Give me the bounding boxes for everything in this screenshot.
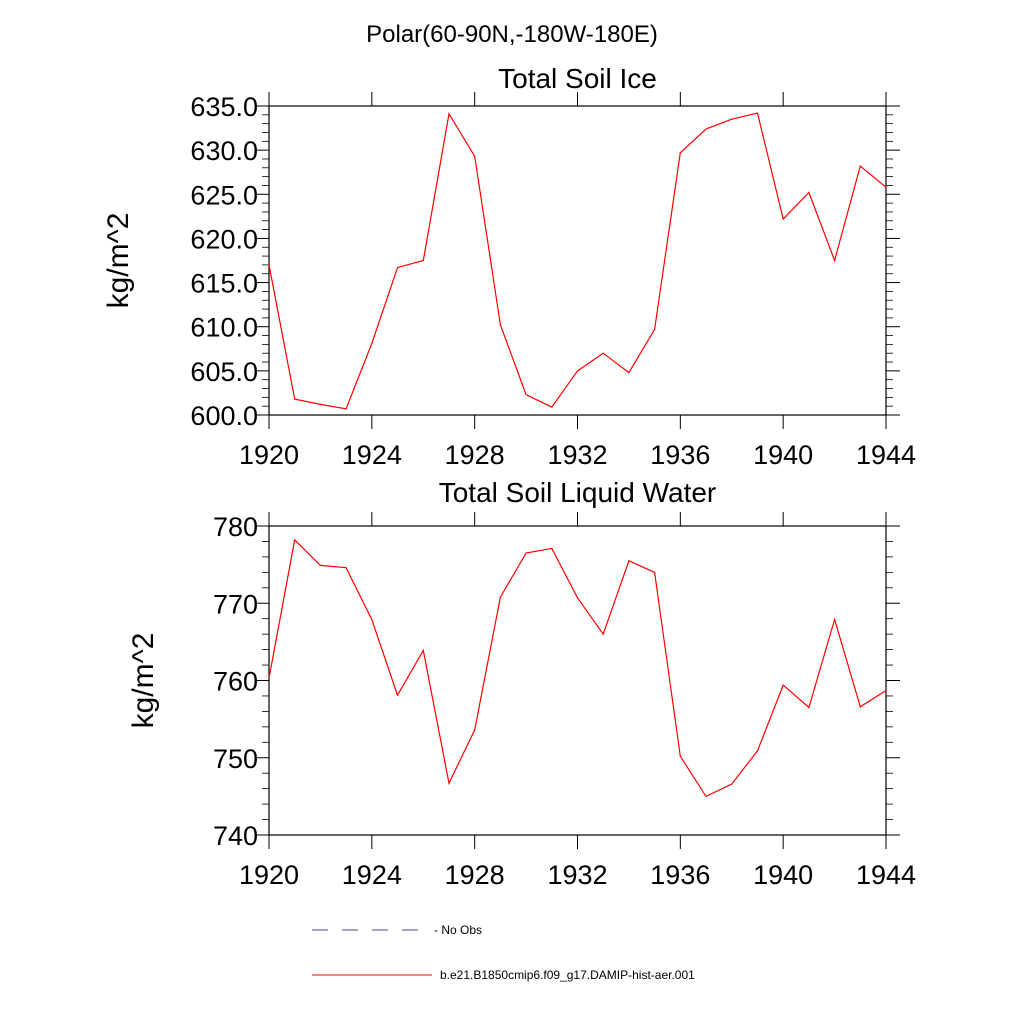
x-tick-label: 1924 [342,860,402,890]
data-point [833,259,836,262]
data-point [474,155,476,157]
data-point [833,618,836,621]
data-point [525,552,527,554]
y-tick-label: 605.0 [190,357,258,387]
data-point [268,677,270,679]
data-point [319,403,322,406]
data-point [294,539,296,541]
y-tick-label: 625.0 [190,180,258,210]
x-tick-label: 1940 [753,440,813,470]
chart-title: Total Soil Liquid Water [439,477,717,508]
x-tick-label: 1936 [650,860,710,890]
chart-panel-2: Total Soil Liquid Water kg/m^2 1920 1924 192… [127,477,916,890]
x-tick-label: 1940 [753,860,813,890]
data-point [474,729,476,731]
chart-title: Total Soil Ice [498,63,657,94]
data-point [448,782,450,784]
data-point [551,547,553,550]
data-point [499,324,501,326]
data-point [705,128,707,130]
data-point [345,408,347,410]
data-point [731,118,733,120]
x-tick-label: 1944 [856,860,916,890]
data-point [679,755,681,757]
data-point [345,567,347,569]
y-tick-label: 600.0 [190,401,258,431]
data-point [525,394,527,396]
data-point [808,706,810,709]
data-point [705,795,707,797]
data-point [628,372,630,374]
data-point [602,352,604,354]
data-point [268,264,270,266]
y-tick-label: 615.0 [190,269,258,299]
y-tick-label: 630.0 [190,136,258,166]
data-point [499,596,501,598]
data-point [602,633,604,635]
data-point [448,113,450,115]
data-point [885,689,887,692]
x-tick-label: 1928 [445,860,505,890]
data-point [731,783,733,785]
y-tick-label: 760 [213,667,258,697]
x-tick-label: 1920 [239,860,299,890]
data-point [654,328,656,330]
x-tick-label: 1932 [547,860,607,890]
x-tick-label: 1920 [239,440,299,470]
y-axis-label: kg/m^2 [102,213,135,309]
data-point [756,112,759,114]
legend: - No Obs b.e21.B1850cmip6.f09_g17.DAMIP-h… [312,923,695,982]
chart-panel-1: Total Soil Ice kg/m^2 1920 1924 1928 1932 1936… [102,63,916,470]
data-point [422,649,424,651]
data-point [371,618,373,621]
page-title: Polar(60-90N,-180W-180E) [366,21,658,48]
data-point [885,186,887,188]
data-point [319,564,322,566]
data-point [859,706,861,708]
x-tick-label: 1932 [547,440,607,470]
y-tick-label: 770 [213,589,258,619]
x-tick-label: 1936 [650,440,710,470]
y-tick-label: 750 [213,744,258,774]
x-tick-label: 1944 [856,440,916,470]
legend-label-2: b.e21.B1850cmip6.f09_g17.DAMIP-hist-aer.… [440,968,695,982]
x-tick-label: 1924 [342,440,402,470]
data-point [396,694,399,696]
data-point [551,406,553,408]
data-point [782,218,784,220]
data-point [782,684,784,686]
data-point [422,259,424,262]
data-point [654,571,656,573]
data-point [576,597,579,599]
y-tick-label: 780 [213,512,258,542]
data-point [808,191,810,194]
y-axis-label: kg/m^2 [127,633,160,729]
data-point [371,342,373,345]
charts-group: Total Soil Ice kg/m^2 1920 1924 1928 1932 1936… [102,63,916,890]
data-point [294,398,296,400]
data-point [396,266,399,269]
data-point [576,370,579,372]
data-point [679,152,681,154]
data-point [859,165,861,167]
legend-label-1: - No Obs [434,923,482,937]
y-tick-label: 635.0 [190,92,258,122]
y-tick-label: 610.0 [190,313,258,343]
y-tick-label: 620.0 [190,224,258,254]
x-tick-label: 1928 [445,440,505,470]
data-point [628,560,630,562]
data-point [756,750,759,752]
y-tick-label: 740 [213,821,258,851]
